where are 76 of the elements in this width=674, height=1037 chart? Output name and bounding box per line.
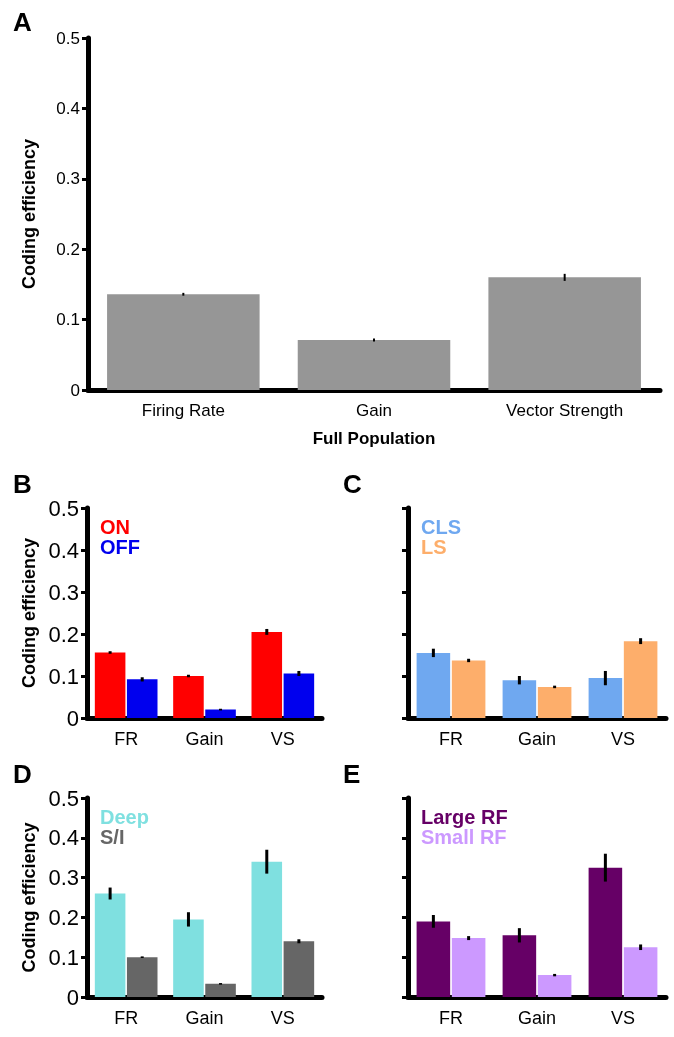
y-tick-label: 0 <box>66 984 79 1010</box>
bar <box>126 679 158 718</box>
bar <box>502 935 537 997</box>
chart-title: B <box>13 469 32 499</box>
bar <box>451 938 486 997</box>
y-tick-label: 0.3 <box>48 865 79 891</box>
x-tick-label: Gain <box>517 729 557 749</box>
bar <box>94 893 126 997</box>
bar <box>283 941 315 997</box>
x-tick-label: Vector Strength <box>506 401 624 420</box>
bar <box>94 652 126 718</box>
y-tick-label: 0.1 <box>48 944 79 970</box>
y-tick-label: 0.5 <box>56 28 80 48</box>
bar <box>416 652 451 718</box>
bar <box>126 957 158 997</box>
y-tick-label: 0.1 <box>48 663 79 689</box>
y-tick-label: 0.4 <box>48 825 79 851</box>
x-axis-title: Full Population <box>312 429 436 448</box>
bar <box>537 686 572 718</box>
x-tick-label: Gain <box>185 1008 224 1028</box>
y-tick-label: 0 <box>66 705 79 731</box>
x-tick-label: VS <box>270 1008 295 1028</box>
y-tick-label: 0.4 <box>48 537 79 563</box>
x-tick-label: VS <box>610 729 636 749</box>
bar <box>283 673 315 718</box>
text: Large RF <box>421 806 508 828</box>
y-tick-label: 0.1 <box>56 310 80 330</box>
y-tick-label: 0.2 <box>56 239 80 259</box>
text: ON <box>100 516 130 538</box>
y-tick-label: 0.2 <box>48 621 79 647</box>
bar <box>623 641 658 718</box>
bar <box>588 867 623 997</box>
chart-title: A <box>13 7 32 37</box>
bar <box>107 294 260 390</box>
bar <box>502 680 537 718</box>
x-tick-label: Gain <box>356 401 392 420</box>
bar <box>205 709 236 718</box>
bar <box>416 921 451 997</box>
x-tick-label: FR <box>114 729 139 749</box>
y-axis-title: Coding efficiency <box>18 537 39 689</box>
y-tick-label: 0.4 <box>56 98 80 118</box>
bar <box>451 660 486 718</box>
y-tick-label: 0.5 <box>48 785 79 811</box>
text: LS <box>421 536 447 558</box>
x-tick-label: FR <box>114 1008 139 1028</box>
y-axis-title: Coding efficiency <box>19 138 39 290</box>
bar <box>251 861 283 997</box>
y-axis-title: Coding efficiency <box>18 822 39 973</box>
x-tick-label: Firing Rate <box>141 401 225 420</box>
bar <box>205 983 236 997</box>
y-tick-label: 0 <box>70 380 80 400</box>
text: Deep <box>100 806 149 828</box>
text: OFF <box>100 536 140 558</box>
y-tick-label: 0.3 <box>48 579 79 605</box>
bar <box>251 631 283 718</box>
chart-title: D <box>13 759 32 789</box>
bar <box>588 678 623 718</box>
bar <box>173 919 204 997</box>
x-tick-label: VS <box>270 729 295 749</box>
y-tick-label: 0.2 <box>48 904 79 930</box>
chart-title: E <box>343 759 361 789</box>
bar <box>488 277 641 390</box>
text: S/I <box>100 826 125 848</box>
x-tick-label: Gain <box>517 1008 557 1028</box>
chart-title: C <box>343 469 362 499</box>
y-tick-label: 0.3 <box>56 169 80 189</box>
text: CLS <box>421 516 461 538</box>
x-tick-label: FR <box>439 729 463 749</box>
bar <box>297 340 451 390</box>
y-tick-label: 0.5 <box>48 495 79 521</box>
bar <box>537 975 572 997</box>
x-tick-label: VS <box>610 1008 636 1028</box>
bar <box>173 676 204 718</box>
bar <box>623 947 658 997</box>
x-tick-label: Gain <box>185 729 224 749</box>
x-tick-label: FR <box>439 1008 463 1028</box>
